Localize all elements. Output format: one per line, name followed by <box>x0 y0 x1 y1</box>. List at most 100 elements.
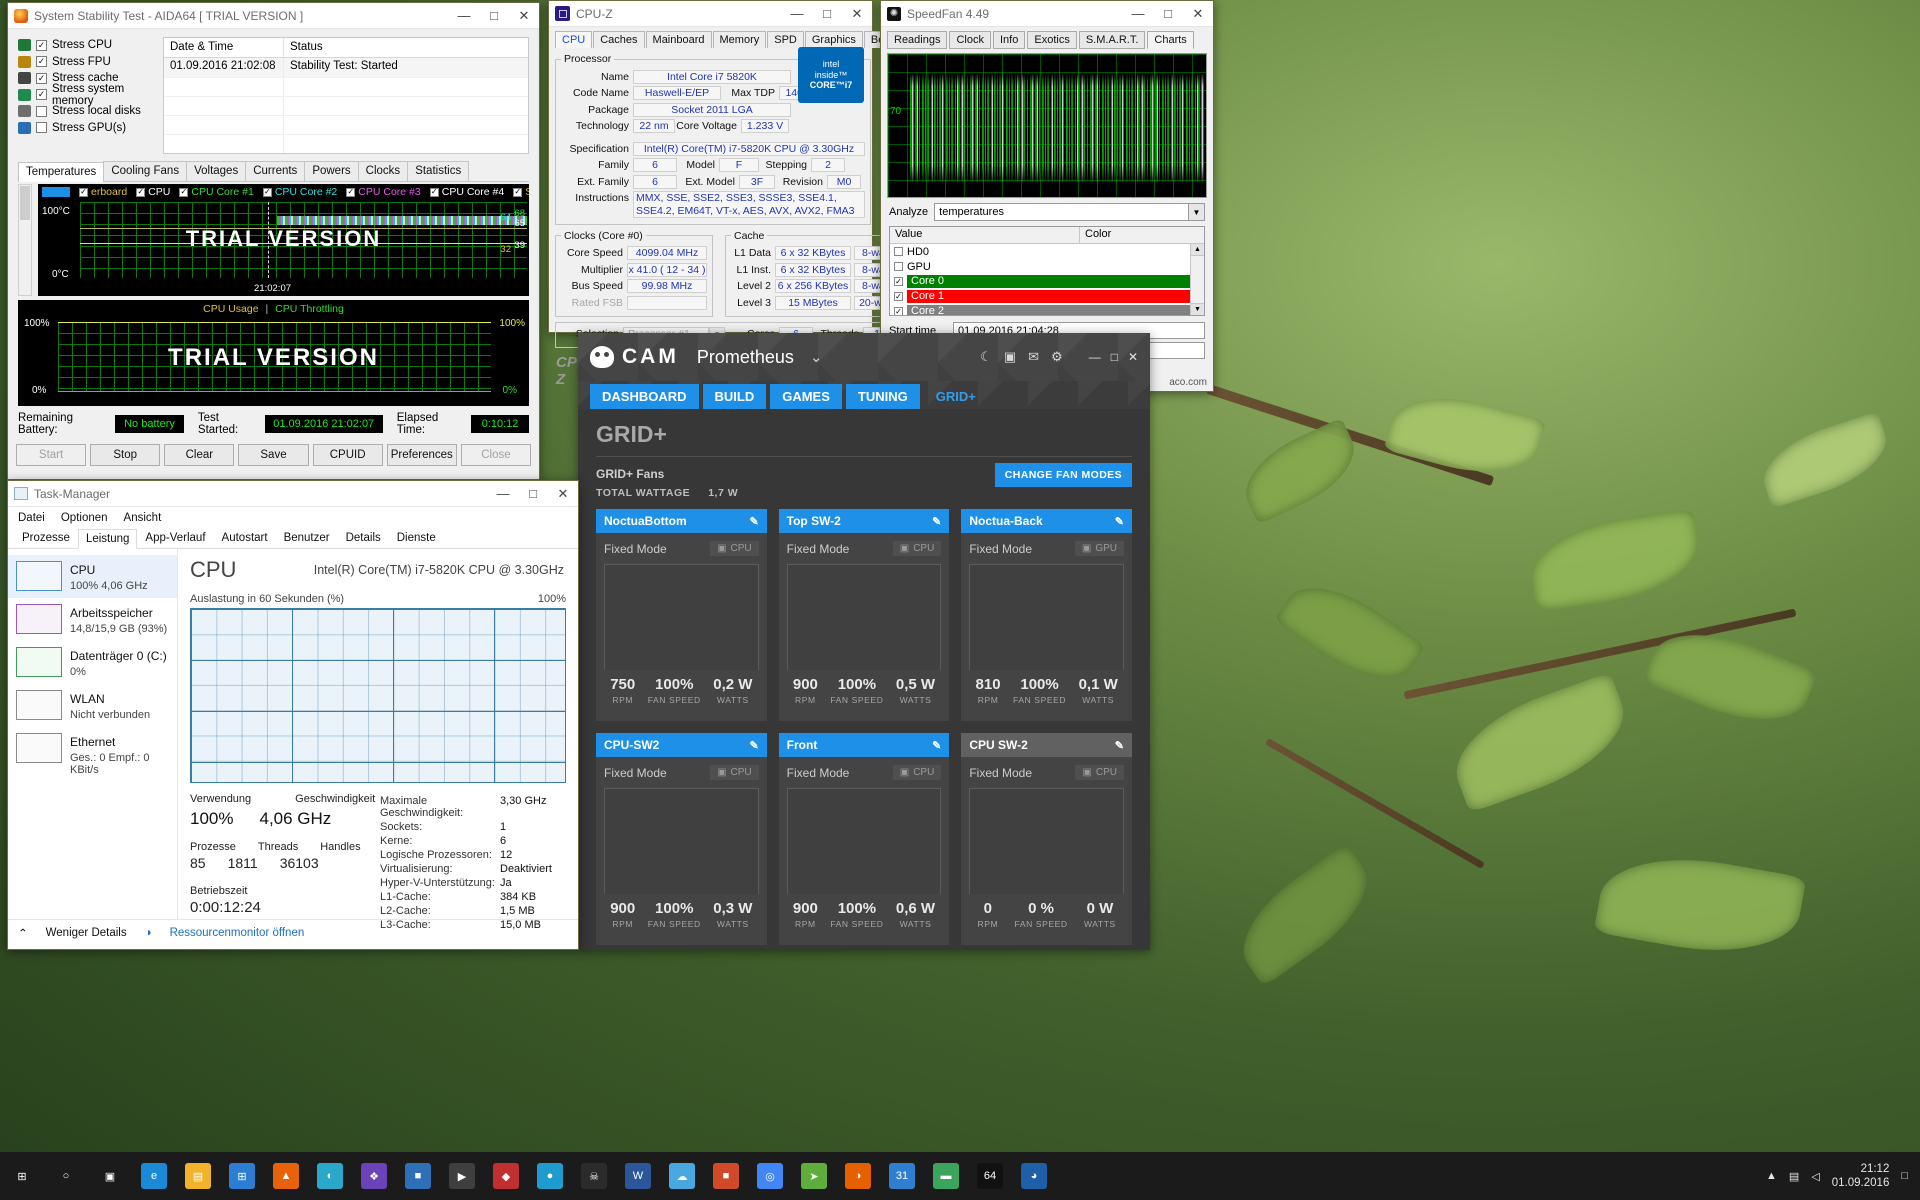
stress-option-row[interactable]: Stress GPU(s) <box>18 120 153 137</box>
taskmanager-menu-ansicht[interactable]: Ansicht <box>123 512 162 524</box>
cam-tab-dashboard[interactable]: DASHBOARD <box>590 384 699 409</box>
aida64-maximize-button[interactable]: □ <box>490 8 498 23</box>
aida64-cpuid-button[interactable]: CPUID <box>312 444 383 466</box>
aida64-stop-button[interactable]: Stop <box>90 444 161 466</box>
media-icon[interactable]: ▶ <box>440 1152 484 1200</box>
window-taskmanager[interactable]: Task-Manager — □ ✕ Datei Optionen Ansicht … <box>7 480 579 950</box>
cpuz-tab-mainboard[interactable]: Mainboard <box>645 31 712 48</box>
aida64-button-row[interactable]: Start Stop Clear Save CPUID Preferences Close <box>8 440 539 474</box>
fan-curve-plot[interactable] <box>969 564 1124 670</box>
aida64-close-button[interactable]: ✕ <box>518 7 530 23</box>
sf-item-checkbox[interactable]: ✓ <box>894 291 903 301</box>
pencil-icon[interactable]: ✎ <box>932 739 942 752</box>
cam-tab-games[interactable]: GAMES <box>770 384 842 409</box>
change-fan-modes-button[interactable]: CHANGE FAN MODES <box>994 463 1132 487</box>
aida-icon[interactable]: ◕ <box>1012 1152 1056 1200</box>
cloud-icon[interactable]: ☁ <box>660 1152 704 1200</box>
cpuz-icon[interactable]: 64 <box>968 1152 1012 1200</box>
app-icon-4[interactable]: ● <box>528 1152 572 1200</box>
stress-option-row[interactable]: ✓ Stress cache <box>18 70 153 87</box>
legend-checkbox[interactable]: ✓ <box>179 187 189 197</box>
speedfan-close-button[interactable]: ✕ <box>1192 5 1204 21</box>
aida64-tab-powers[interactable]: Powers <box>304 161 359 181</box>
fan-source-chip[interactable]: ▣ CPU <box>710 765 759 780</box>
system-tray[interactable]: ▲ ▤ ◁ 21:12 01.09.2016 □ <box>1766 1162 1920 1191</box>
taskmanager-sidebar-item[interactable]: Arbeitsspeicher 14,8/15,9 GB (93%) <box>8 598 177 641</box>
taskmanager-menu-datei[interactable]: Datei <box>18 512 45 524</box>
firefox-icon[interactable]: ◑ <box>836 1152 880 1200</box>
fan-source-chip[interactable]: ▣ CPU <box>892 765 942 780</box>
explorer-icon[interactable]: ▤ <box>176 1152 220 1200</box>
speedfan-list-item[interactable]: ✓ Core 0 <box>890 274 1204 289</box>
stress-option-checkbox[interactable] <box>36 105 47 117</box>
aida64-tab-voltages[interactable]: Voltages <box>186 161 247 181</box>
taskmanager-titlebar[interactable]: Task-Manager — □ ✕ <box>8 481 578 507</box>
network-icon[interactable]: ▤ <box>1788 1170 1800 1183</box>
window-cpuz[interactable]: CPU-Z — □ ✕ CPU Caches Mainboard Memory SPD G… <box>548 0 953 388</box>
speedfan-tab-info[interactable]: Info <box>993 31 1026 49</box>
fan-curve-plot[interactable] <box>786 564 942 670</box>
log-row[interactable]: 01.09.2016 21:02:08 Stability Test: Star… <box>164 58 528 77</box>
taskmanager-tabbar[interactable]: Prozesse Leistung App-Verlauf Autostart Benu… <box>8 528 578 549</box>
temp-legend-item[interactable]: ✓ erboard <box>79 186 127 198</box>
app-icon-2[interactable]: ■ <box>396 1152 440 1200</box>
taskmanager-sidebar-item[interactable]: Ethernet Ges.: 0 Empf.: 0 KBit/s <box>8 727 177 782</box>
speedfan-tab-charts[interactable]: Charts <box>1147 31 1194 49</box>
aida64-tab-temperatures[interactable]: Temperatures <box>18 162 105 182</box>
sf-item-checkbox[interactable] <box>894 247 903 256</box>
speedfan-titlebar[interactable]: ✺ SpeedFan 4.49 — □ ✕ <box>881 1 1213 27</box>
taskmanager-tab-details[interactable]: Details <box>345 532 381 544</box>
fan-source-chip[interactable]: ▣ CPU <box>1075 765 1124 780</box>
stress-option-row[interactable]: ✓ Stress FPU <box>18 54 153 71</box>
taskmanager-menubar[interactable]: Datei Optionen Ansicht <box>8 507 578 528</box>
sf-item-checkbox[interactable] <box>894 262 903 271</box>
cpuz-tab-cpu[interactable]: CPU <box>555 31 593 48</box>
temp-legend-item[interactable]: ✓ CPU Core #4 <box>429 186 504 198</box>
speedfan-maximize-button[interactable]: □ <box>1164 6 1172 21</box>
speedfan-tabbar[interactable]: Readings Clock Info Exotics S.M.A.R.T. Charts <box>881 27 1213 49</box>
temp-graph-legend[interactable]: ✓ erboard ✓ CPU ✓ CPU Core #1 ✓ CPU Core #2 ✓ CPU… <box>38 184 529 200</box>
gear-icon[interactable]: ⚙ <box>1051 349 1063 364</box>
edge-icon[interactable]: e <box>132 1152 176 1200</box>
taskview-icon[interactable]: ▣ <box>88 1152 132 1200</box>
speedfan-minimize-button[interactable]: — <box>1131 6 1145 21</box>
aida64-tabbar[interactable]: Temperatures Cooling Fans Voltages Currents… <box>18 161 529 182</box>
speedfan-tab-clock[interactable]: Clock <box>949 31 991 49</box>
taskmanager-tab-prozesse[interactable]: Prozesse <box>22 532 70 544</box>
app-icon-6[interactable]: ➤ <box>792 1152 836 1200</box>
cam-close-button[interactable]: ✕ <box>1127 350 1138 364</box>
fan-source-chip[interactable]: ▣ CPU <box>892 541 942 556</box>
speedfan-value-list[interactable]: Value Color HD0 GPU ✓ Core 0 ✓ Core 1 ✓ Core 2 C… <box>889 226 1205 316</box>
volume-icon[interactable]: ◁ <box>1811 1170 1820 1183</box>
search-icon[interactable]: ○ <box>44 1152 88 1200</box>
stress-option-checkbox[interactable] <box>36 122 47 134</box>
taskmanager-tab-benutzer[interactable]: Benutzer <box>283 532 330 544</box>
aida64-tab-cooling-fans[interactable]: Cooling Fans <box>103 161 188 181</box>
moon-icon[interactable]: ☾ <box>980 349 992 364</box>
cpuz-tab-graphics[interactable]: Graphics <box>804 31 863 48</box>
legend-checkbox[interactable]: ✓ <box>429 187 439 197</box>
aida64-tab-clocks[interactable]: Clocks <box>357 161 409 181</box>
resource-monitor-link[interactable]: Ressourcenmonitor öffnen <box>169 927 305 939</box>
fan-card[interactable]: Front ✎ Fixed Mode ▣ CPU 900 RPM 100% FAN SPEED 0… <box>778 733 950 945</box>
pencil-icon[interactable]: ✎ <box>749 515 759 528</box>
taskmanager-menu-optionen[interactable]: Optionen <box>60 512 108 524</box>
cpuz-minimize-button[interactable]: — <box>790 6 804 21</box>
window-speedfan[interactable]: ✺ SpeedFan 4.49 — □ ✕ Readings Clock Info E… <box>880 0 1214 392</box>
taskmanager-maximize-button[interactable]: □ <box>529 486 537 501</box>
aida64-tab-statistics[interactable]: Statistics <box>407 161 470 181</box>
tray-chevron-icon[interactable]: ▲ <box>1766 1170 1777 1182</box>
speedfan-list-item[interactable]: ✓ Core 2 <box>890 304 1204 315</box>
analyze-select[interactable]: temperatures ▼ <box>934 203 1205 221</box>
sf-item-checkbox[interactable]: ✓ <box>894 276 903 286</box>
fan-curve-plot[interactable] <box>786 788 942 894</box>
taskmanager-sidebar-item[interactable]: Datenträger 0 (C:) 0% <box>8 641 177 684</box>
speedfan-list-item[interactable]: ✓ Core 1 <box>890 289 1204 304</box>
stress-option-row[interactable]: Stress local disks <box>18 103 153 120</box>
cpuz-tab-caches[interactable]: Caches <box>593 31 645 48</box>
browser-icon[interactable]: ◐ <box>308 1152 352 1200</box>
legend-checkbox[interactable]: ✓ <box>79 187 88 197</box>
legend-checkbox[interactable]: ✓ <box>262 187 272 197</box>
temp-legend-item[interactable]: ✓ CPU Core #1 <box>179 186 254 198</box>
